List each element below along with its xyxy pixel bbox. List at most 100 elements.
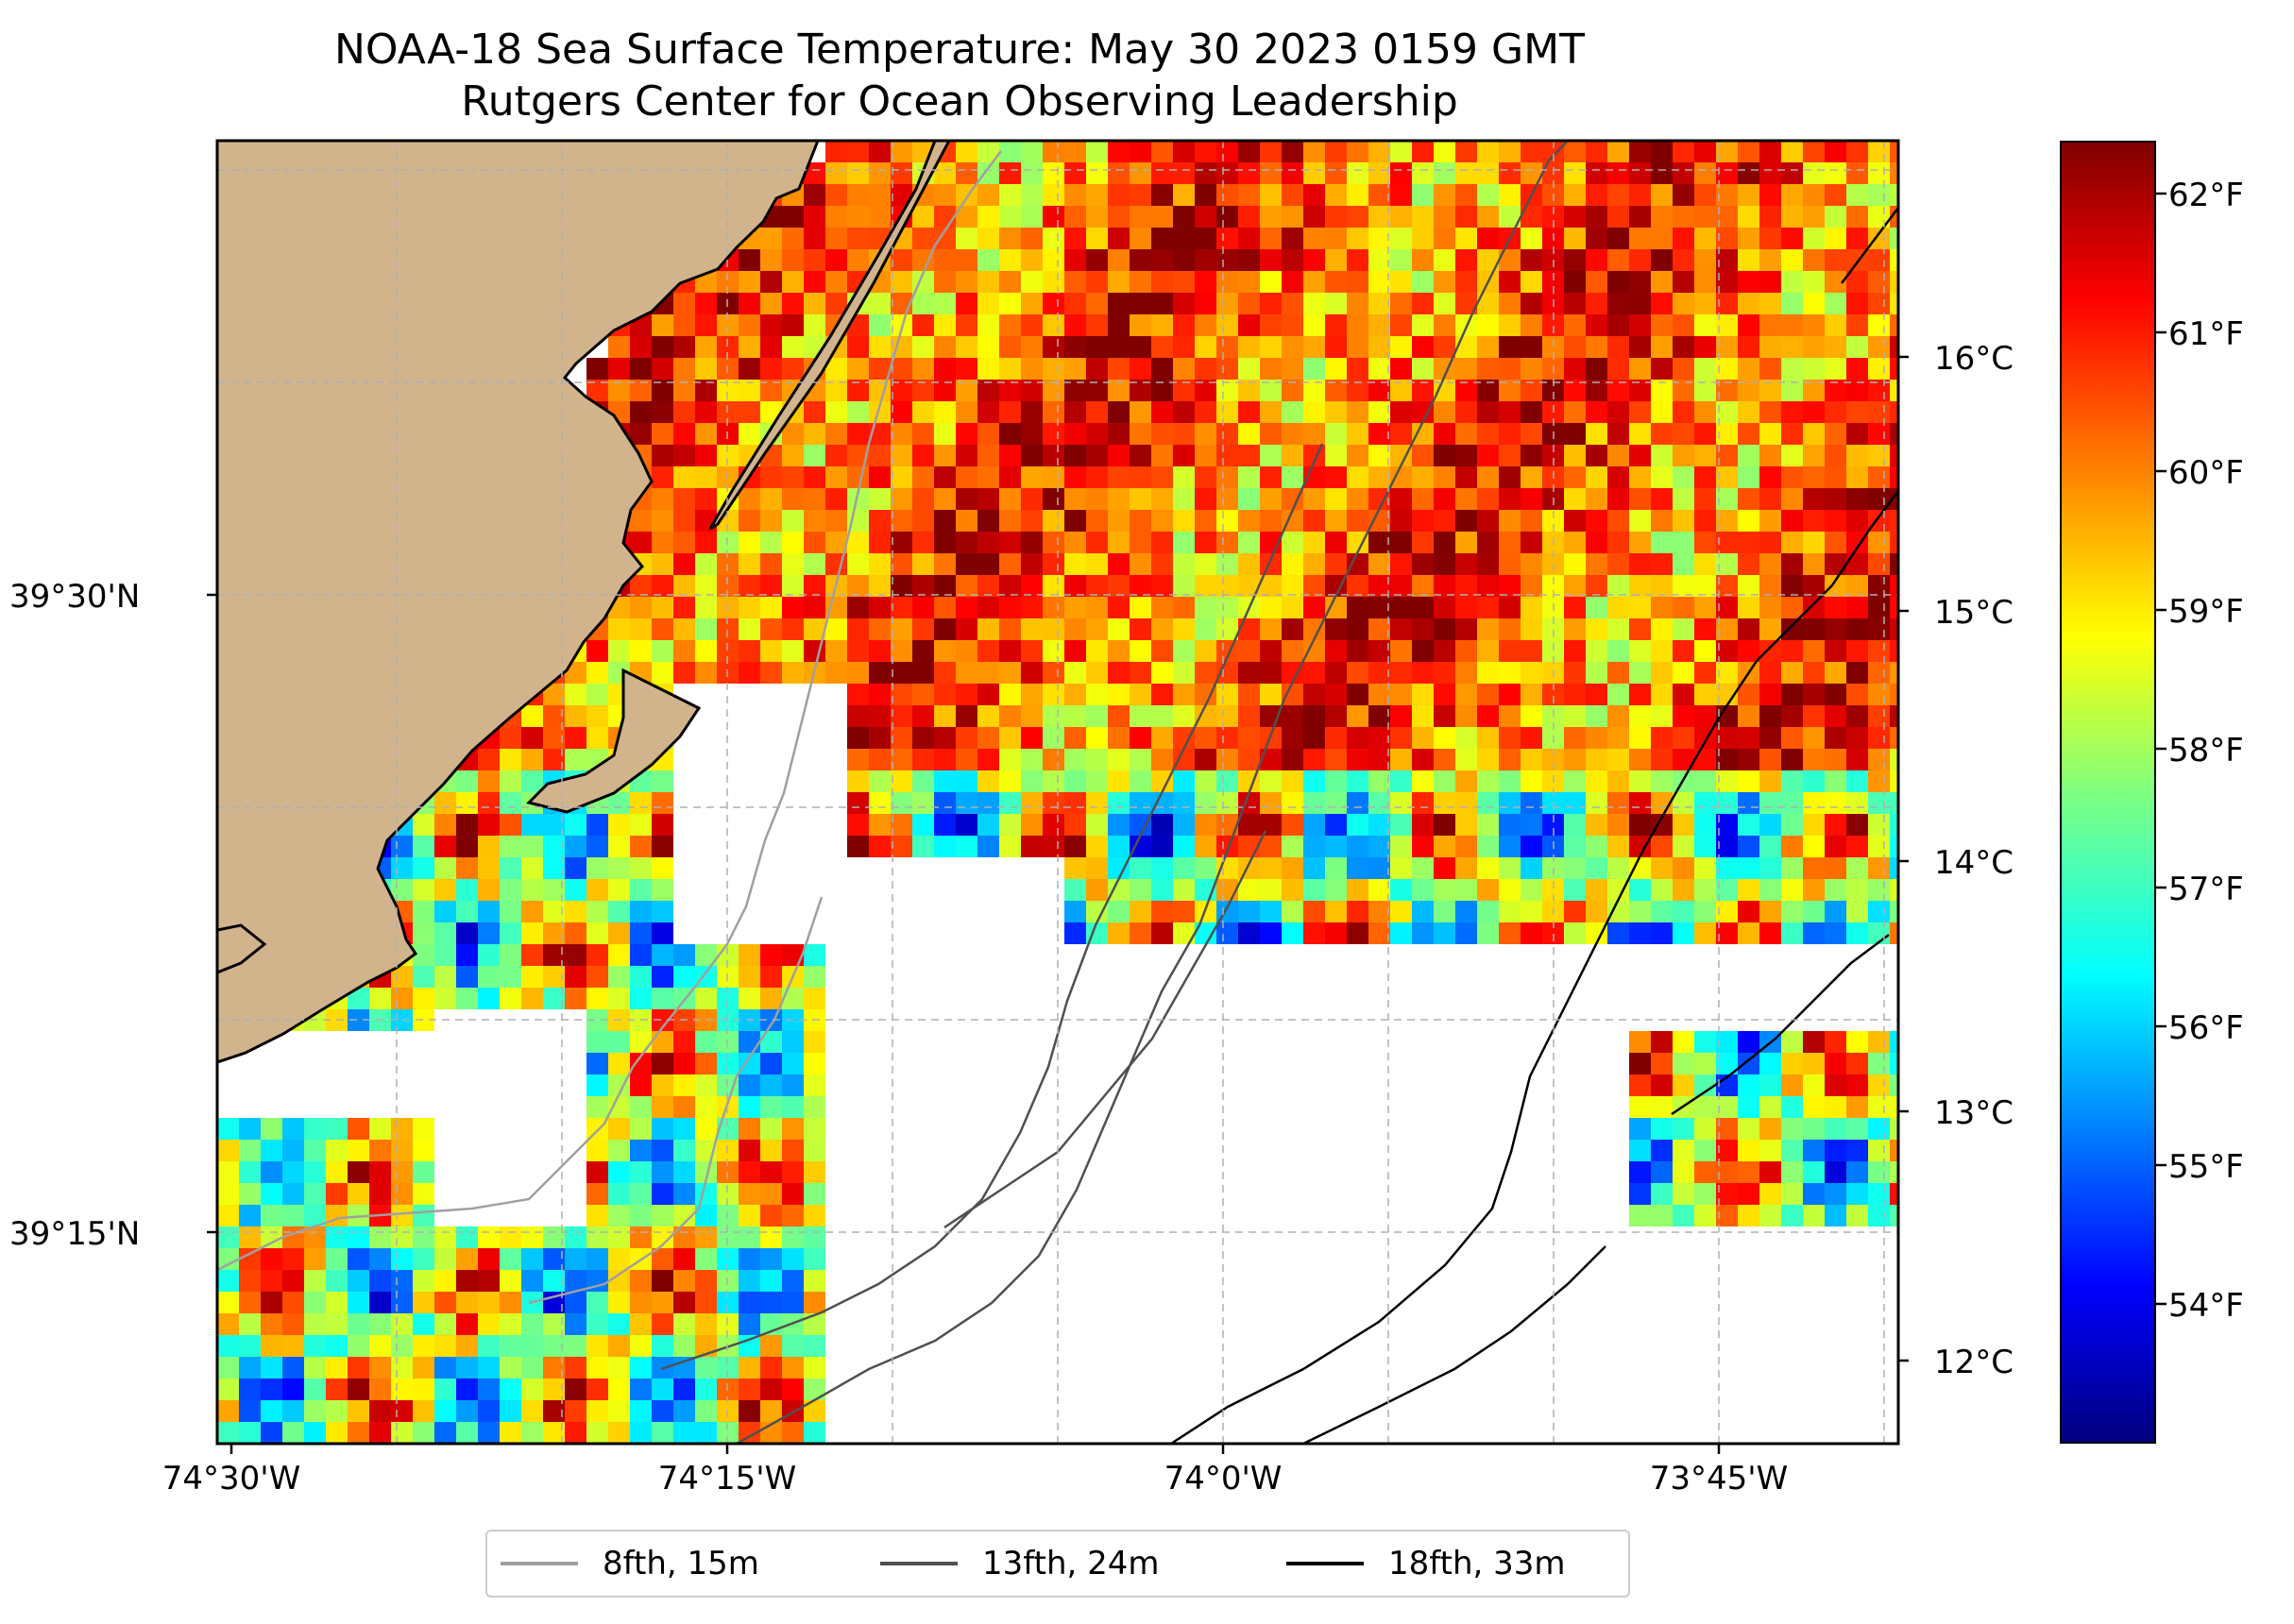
sst-pixel [1151,488,1173,510]
sst-pixel [478,922,500,944]
sst-pixel [1586,640,1607,662]
sst-pixel [1455,857,1477,879]
sst-pixel [891,597,912,618]
sst-pixel [1238,857,1260,879]
sst-pixel [565,944,586,966]
sst-pixel [565,857,586,879]
sst-pixel [804,966,825,988]
sst-pixel [999,488,1021,510]
sst-pixel [1260,358,1282,380]
sst-pixel [1303,553,1325,575]
sst-pixel [1846,879,1868,901]
sst-pixel [1781,749,1803,770]
sst-pixel [391,988,413,1009]
sst-pixel [608,1053,630,1074]
sst-pixel [1195,705,1216,727]
sst-pixel [1455,922,1477,944]
sst-pixel [804,184,825,206]
sst-pixel [1673,380,1694,401]
sst-pixel [1064,814,1086,836]
sst-pixel [1825,1118,1846,1140]
sst-pixel [1347,749,1368,770]
sst-pixel [1629,466,1651,488]
sst-pixel [1216,401,1238,423]
sst-pixel [1260,814,1282,836]
sst-pixel [1151,792,1173,814]
sst-pixel [543,727,565,749]
sst-pixel [1151,814,1173,836]
sst-pixel [1759,184,1781,206]
sst-pixel [652,966,673,988]
sst-pixel [1086,532,1108,553]
sst-pixel [934,749,956,770]
sst-pixel [1195,488,1216,510]
sst-pixel [1021,727,1043,749]
sst-pixel [1716,836,1738,857]
sst-pixel [608,879,630,901]
sst-pixel [1108,618,1130,640]
sst-pixel [608,1379,630,1400]
sst-pixel [478,944,500,966]
sst-pixel [1521,162,1542,184]
sst-pixel [999,575,1021,597]
sst-pixel [1803,792,1825,814]
sst-pixel [1173,510,1195,532]
sst-pixel [1716,1205,1738,1226]
sst-pixel [652,553,673,575]
sst-pixel [1064,922,1086,944]
sst-pixel [1607,836,1629,857]
sst-pixel [977,749,999,770]
sst-pixel [1738,1053,1759,1074]
sst-pixel [1325,879,1347,901]
sst-pixel [652,640,673,662]
sst-pixel [1673,510,1694,532]
sst-pixel [500,944,521,966]
sst-pixel [1455,184,1477,206]
sst-pixel [630,1335,652,1357]
sst-pixel [1260,857,1282,879]
sst-pixel [695,1053,717,1074]
sst-pixel [869,618,891,640]
sst-pixel [782,988,804,1009]
sst-pixel [1607,640,1629,662]
sst-pixel [1868,466,1890,488]
sst-pixel [956,814,977,836]
sst-pixel [760,966,782,988]
sst-pixel [413,814,434,836]
sst-pixel [1260,141,1282,162]
sst-pixel [739,1313,760,1335]
sst-pixel [1412,879,1434,901]
sst-pixel [1825,466,1846,488]
sst-pixel [934,770,956,792]
sst-pixel [782,944,804,966]
sst-pixel [739,1292,760,1313]
sst-pixel [1499,206,1521,228]
sst-pixel [565,988,586,1009]
sst-pixel [782,1096,804,1118]
sst-pixel [1390,922,1412,944]
sst-pixel [1846,1183,1868,1205]
sst-pixel [391,1183,413,1205]
sst-pixel [1173,922,1195,944]
sst-pixel [1803,1205,1825,1226]
sst-pixel [391,1400,413,1422]
sst-pixel [1303,358,1325,380]
sst-pixel [478,814,500,836]
sst-pixel [695,1379,717,1400]
sst-pixel [1108,336,1130,358]
sst-pixel [1325,857,1347,879]
sst-pixel [1521,684,1542,705]
sst-pixel [739,1357,760,1379]
sst-pixel [1890,445,1898,466]
sst-pixel [261,1161,282,1183]
sst-pixel [521,1379,543,1400]
sst-pixel [1781,922,1803,944]
sst-pixel [1759,1096,1781,1118]
sst-pixel [1759,228,1781,249]
sst-pixel [1086,162,1108,184]
sst-pixel [1477,358,1499,380]
sst-pixel [1325,618,1347,640]
sst-pixel [847,684,869,705]
sst-pixel [348,1379,369,1400]
sst-pixel [1607,401,1629,423]
